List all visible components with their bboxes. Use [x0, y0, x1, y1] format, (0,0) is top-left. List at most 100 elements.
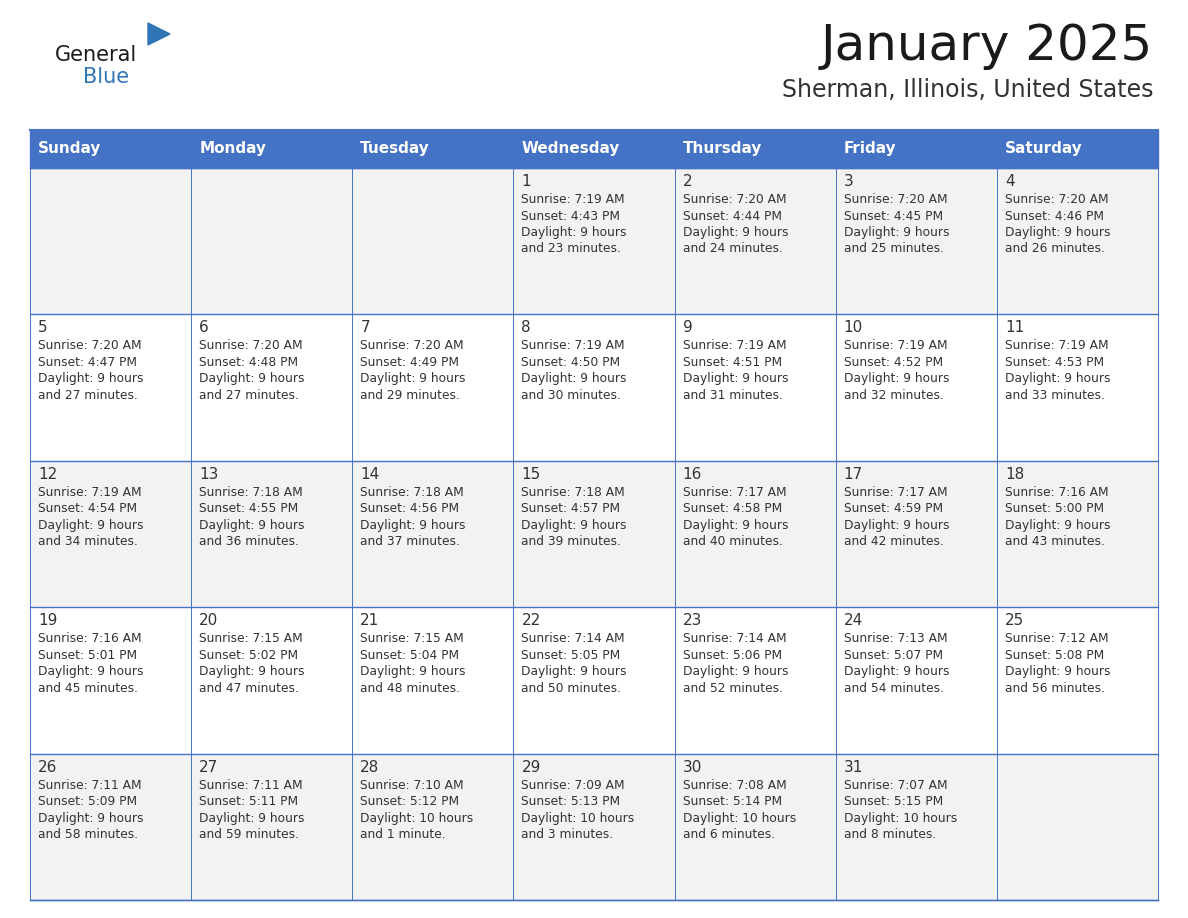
- Text: and 6 minutes.: and 6 minutes.: [683, 828, 775, 841]
- Text: Sunrise: 7:20 AM: Sunrise: 7:20 AM: [683, 193, 786, 206]
- Bar: [191, 754, 353, 900]
- Text: 4: 4: [1005, 174, 1015, 189]
- Text: Thursday: Thursday: [683, 141, 762, 156]
- Text: Sunset: 4:56 PM: Sunset: 4:56 PM: [360, 502, 460, 515]
- Text: 18: 18: [1005, 466, 1024, 482]
- Text: Daylight: 9 hours: Daylight: 9 hours: [843, 226, 949, 239]
- Text: 26: 26: [38, 759, 57, 775]
- Text: 3: 3: [843, 174, 853, 189]
- Text: 30: 30: [683, 759, 702, 775]
- Bar: [675, 314, 835, 461]
- Text: and 54 minutes.: and 54 minutes.: [843, 682, 943, 695]
- Text: Sunrise: 7:12 AM: Sunrise: 7:12 AM: [1005, 633, 1108, 645]
- Text: Daylight: 9 hours: Daylight: 9 hours: [1005, 373, 1111, 386]
- Text: Sunrise: 7:20 AM: Sunrise: 7:20 AM: [1005, 193, 1108, 206]
- Bar: [835, 607, 997, 754]
- Text: Daylight: 9 hours: Daylight: 9 hours: [200, 373, 304, 386]
- Bar: [30, 461, 191, 607]
- Text: Daylight: 9 hours: Daylight: 9 hours: [683, 666, 788, 678]
- Bar: [191, 314, 353, 461]
- Text: Daylight: 9 hours: Daylight: 9 hours: [843, 373, 949, 386]
- Text: Sunrise: 7:14 AM: Sunrise: 7:14 AM: [522, 633, 625, 645]
- Text: Sunset: 4:55 PM: Sunset: 4:55 PM: [200, 502, 298, 515]
- Bar: [835, 461, 997, 607]
- Text: 9: 9: [683, 320, 693, 335]
- Text: Daylight: 9 hours: Daylight: 9 hours: [522, 519, 627, 532]
- Bar: [997, 314, 1158, 461]
- Bar: [997, 754, 1158, 900]
- Text: and 45 minutes.: and 45 minutes.: [38, 682, 138, 695]
- Text: Sunset: 4:47 PM: Sunset: 4:47 PM: [38, 356, 137, 369]
- Bar: [191, 607, 353, 754]
- Text: Daylight: 9 hours: Daylight: 9 hours: [360, 666, 466, 678]
- Bar: [513, 168, 675, 314]
- Text: 20: 20: [200, 613, 219, 628]
- Bar: [675, 607, 835, 754]
- Text: Sunset: 5:15 PM: Sunset: 5:15 PM: [843, 795, 943, 808]
- Text: Sunset: 5:09 PM: Sunset: 5:09 PM: [38, 795, 137, 808]
- Bar: [353, 607, 513, 754]
- Text: and 39 minutes.: and 39 minutes.: [522, 535, 621, 548]
- Text: and 3 minutes.: and 3 minutes.: [522, 828, 613, 841]
- Text: Wednesday: Wednesday: [522, 141, 620, 156]
- Text: Daylight: 10 hours: Daylight: 10 hours: [683, 812, 796, 824]
- Bar: [835, 754, 997, 900]
- Text: Daylight: 9 hours: Daylight: 9 hours: [522, 666, 627, 678]
- Text: 15: 15: [522, 466, 541, 482]
- Text: 21: 21: [360, 613, 379, 628]
- Text: Sunrise: 7:19 AM: Sunrise: 7:19 AM: [522, 193, 625, 206]
- Bar: [675, 168, 835, 314]
- Bar: [675, 461, 835, 607]
- Text: 2: 2: [683, 174, 693, 189]
- Text: Sunday: Sunday: [38, 141, 101, 156]
- Text: 7: 7: [360, 320, 369, 335]
- Text: Monday: Monday: [200, 141, 266, 156]
- Text: Sunset: 5:01 PM: Sunset: 5:01 PM: [38, 649, 137, 662]
- Text: Sunrise: 7:19 AM: Sunrise: 7:19 AM: [38, 486, 141, 498]
- Bar: [835, 314, 997, 461]
- Text: and 26 minutes.: and 26 minutes.: [1005, 242, 1105, 255]
- Text: Sunrise: 7:20 AM: Sunrise: 7:20 AM: [200, 340, 303, 353]
- Text: and 47 minutes.: and 47 minutes.: [200, 682, 299, 695]
- Text: Sunset: 5:02 PM: Sunset: 5:02 PM: [200, 649, 298, 662]
- Text: Sunrise: 7:18 AM: Sunrise: 7:18 AM: [200, 486, 303, 498]
- Text: 16: 16: [683, 466, 702, 482]
- Bar: [30, 754, 191, 900]
- Text: Daylight: 9 hours: Daylight: 9 hours: [1005, 226, 1111, 239]
- Text: Daylight: 9 hours: Daylight: 9 hours: [1005, 666, 1111, 678]
- Text: Sunrise: 7:18 AM: Sunrise: 7:18 AM: [522, 486, 625, 498]
- Polygon shape: [148, 23, 170, 45]
- Text: Sunrise: 7:19 AM: Sunrise: 7:19 AM: [522, 340, 625, 353]
- Text: and 8 minutes.: and 8 minutes.: [843, 828, 936, 841]
- Bar: [513, 607, 675, 754]
- Text: General: General: [55, 45, 138, 65]
- Text: Daylight: 9 hours: Daylight: 9 hours: [1005, 519, 1111, 532]
- Text: Sunset: 4:52 PM: Sunset: 4:52 PM: [843, 356, 943, 369]
- Text: Sunset: 4:50 PM: Sunset: 4:50 PM: [522, 356, 620, 369]
- Text: Sunset: 4:43 PM: Sunset: 4:43 PM: [522, 209, 620, 222]
- Text: Daylight: 10 hours: Daylight: 10 hours: [843, 812, 958, 824]
- Text: Sunset: 4:54 PM: Sunset: 4:54 PM: [38, 502, 137, 515]
- Bar: [353, 168, 513, 314]
- Text: Sunset: 4:57 PM: Sunset: 4:57 PM: [522, 502, 620, 515]
- Text: Sunrise: 7:17 AM: Sunrise: 7:17 AM: [843, 486, 947, 498]
- Bar: [191, 461, 353, 607]
- Text: Sunset: 5:11 PM: Sunset: 5:11 PM: [200, 795, 298, 808]
- Text: Sunset: 5:13 PM: Sunset: 5:13 PM: [522, 795, 620, 808]
- Text: 11: 11: [1005, 320, 1024, 335]
- Text: and 42 minutes.: and 42 minutes.: [843, 535, 943, 548]
- Text: and 58 minutes.: and 58 minutes.: [38, 828, 138, 841]
- Text: 29: 29: [522, 759, 541, 775]
- Text: Sunset: 4:58 PM: Sunset: 4:58 PM: [683, 502, 782, 515]
- Text: and 27 minutes.: and 27 minutes.: [38, 389, 138, 402]
- Text: Sunrise: 7:15 AM: Sunrise: 7:15 AM: [360, 633, 465, 645]
- Text: Sherman, Illinois, United States: Sherman, Illinois, United States: [782, 78, 1154, 102]
- Text: 22: 22: [522, 613, 541, 628]
- Text: Daylight: 9 hours: Daylight: 9 hours: [843, 519, 949, 532]
- Text: Sunrise: 7:16 AM: Sunrise: 7:16 AM: [1005, 486, 1108, 498]
- Text: 24: 24: [843, 613, 862, 628]
- Text: 12: 12: [38, 466, 57, 482]
- Text: 23: 23: [683, 613, 702, 628]
- Text: Daylight: 9 hours: Daylight: 9 hours: [200, 666, 304, 678]
- Text: Sunset: 4:44 PM: Sunset: 4:44 PM: [683, 209, 782, 222]
